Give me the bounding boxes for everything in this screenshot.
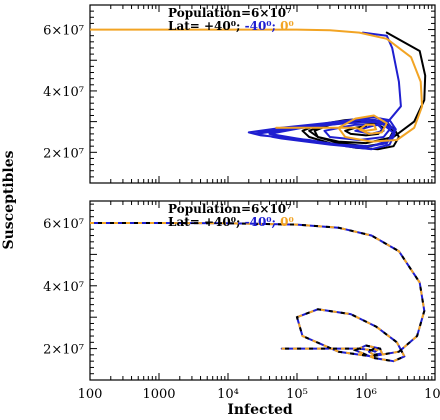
series-line-overlay xyxy=(90,222,426,363)
latitude-legend: Lat= +40⁰; -40⁰; 0⁰ xyxy=(168,19,294,33)
y-tick-label: 6×10⁷ xyxy=(43,217,84,232)
latitude-prefix: Lat= xyxy=(168,215,204,229)
x-tick-label: 10⁵ xyxy=(286,387,308,402)
y-tick-label: 4×10⁷ xyxy=(43,85,84,100)
population-label: Population=6×10⁷ xyxy=(168,202,291,216)
population-label: Population=6×10⁷ xyxy=(168,6,291,20)
series-line-overlay xyxy=(90,222,426,363)
series-line xyxy=(90,28,424,143)
x-tick-label: 1000 xyxy=(142,387,175,402)
series-group xyxy=(90,28,427,151)
latitude-value: -40⁰; xyxy=(245,215,281,229)
latitude-value: 0⁰ xyxy=(280,19,294,33)
x-axis-title: Infected xyxy=(227,402,293,418)
x-tick-label: 100 xyxy=(78,387,103,402)
y-tick-label: 2×10⁷ xyxy=(43,343,84,358)
series-line xyxy=(90,222,426,363)
latitude-legend: Lat= +40⁰; -40⁰; 0⁰ xyxy=(168,215,294,229)
x-tick-label: 10⁴ xyxy=(217,387,239,402)
series-line xyxy=(247,31,402,151)
y-tick-label: 6×10⁷ xyxy=(43,24,84,39)
latitude-prefix: Lat= xyxy=(168,19,204,33)
x-tick-label: 10⁷ xyxy=(424,387,440,402)
bottom-panel: 100 1000 10⁴ 10⁵ 10⁶ 10⁷ 2×10⁷ 4×10⁷ 6×10⁷ Popula… xyxy=(43,200,440,402)
y-axis-title: Susceptibles xyxy=(1,150,17,249)
y-tick-label: 4×10⁷ xyxy=(43,280,84,295)
plot-frame xyxy=(89,200,436,381)
latitude-value: 0⁰ xyxy=(280,215,294,229)
series-group xyxy=(90,222,426,363)
latitude-value: -40⁰; xyxy=(245,19,281,33)
y-tick-label: 2×10⁷ xyxy=(43,146,84,161)
latitude-value: +40⁰; xyxy=(204,19,245,33)
x-tick-label: 10⁶ xyxy=(355,387,377,402)
plot-frame xyxy=(89,4,436,184)
latitude-value: +40⁰; xyxy=(204,215,245,229)
